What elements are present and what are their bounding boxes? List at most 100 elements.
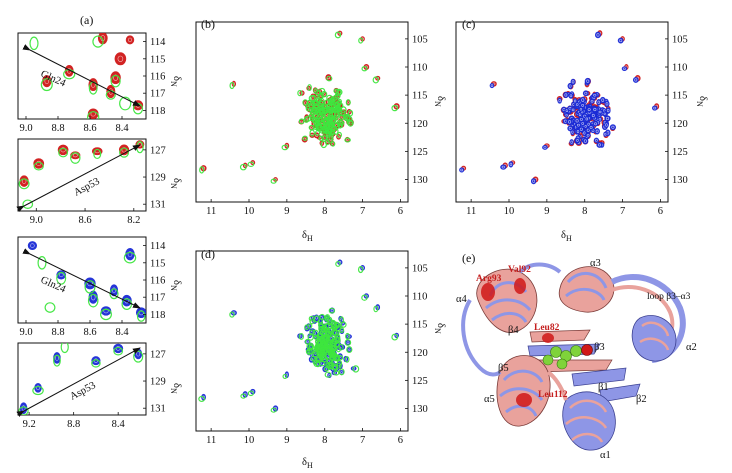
ribbon-loop-left: [461, 298, 502, 377]
peak-contour: [623, 67, 626, 70]
peak-green: [198, 395, 206, 403]
y-tick-label: 116: [150, 72, 165, 83]
peak-contour: [585, 117, 589, 121]
peak-green: [331, 363, 338, 371]
peak-green: [331, 338, 338, 345]
peak-contour: [564, 93, 568, 97]
label-arg93: Arg93: [476, 274, 502, 284]
panel-d-xlabel: δH: [302, 457, 313, 470]
peak-contour: [569, 94, 573, 98]
peak-contour: [605, 102, 609, 106]
label-val92: Val92: [508, 265, 531, 275]
panel-a2-spectrum: Asp53 9.0 8.6 8.2 127 129 131 δN: [16, 138, 182, 226]
peak-green: [317, 318, 323, 326]
peak-blue: [621, 66, 628, 72]
peak-green: [345, 99, 351, 106]
peak-blue: [582, 90, 589, 97]
peak-contour: [601, 98, 605, 102]
residue-highlights: [481, 278, 554, 407]
peak-contour: [593, 107, 597, 112]
peak-blue: [609, 124, 617, 131]
x-tick-label: 8.2: [127, 215, 140, 226]
panel-e-structure: Arg93 Val92 Leu82 Leu112 α4 α3 loop β3–α…: [456, 258, 697, 461]
peak-contour: [346, 341, 350, 344]
peak-blue: [591, 106, 598, 113]
peak-contour: [583, 131, 586, 135]
peak-contour: [605, 116, 610, 121]
y-tick-label: 125: [412, 376, 428, 387]
peak-contour: [581, 98, 585, 102]
panel-c-xlabel: δH: [561, 230, 572, 243]
y-tick-label: 131: [150, 404, 166, 415]
peak-green: [361, 294, 368, 301]
peak-blue: [588, 124, 594, 131]
peak-blue: [542, 144, 548, 150]
peak-contour: [565, 113, 568, 117]
ribbon-helix-a3: [558, 266, 615, 313]
peak-contour: [127, 37, 133, 43]
peak-blue: [568, 92, 574, 99]
peak-green: [324, 371, 332, 378]
y-tick-label: 127: [150, 349, 166, 360]
peak-contour: [575, 103, 579, 106]
peak-contour: [576, 139, 579, 142]
peak-blue: [557, 97, 562, 104]
peak-blue: [593, 137, 600, 143]
y-tick-label: 114: [150, 241, 166, 252]
peak-contour: [310, 126, 313, 130]
y-tick-label: 125: [672, 147, 688, 158]
peak-green: [391, 104, 399, 112]
peak-blue: [575, 128, 581, 135]
peak-blue: [570, 78, 576, 86]
peak-contour: [532, 179, 535, 183]
peak-contour: [568, 126, 572, 130]
peak-blue: [574, 101, 580, 108]
y-tick-label: 115: [412, 320, 427, 331]
peak-red: [125, 35, 135, 45]
peak-contour: [593, 93, 597, 97]
peak-contour: [590, 99, 594, 103]
peak-blue: [584, 77, 591, 85]
peak-blue: [135, 307, 146, 319]
peak-green: [358, 37, 364, 44]
y-tick-label: 115: [412, 91, 427, 102]
peak-contour: [365, 294, 368, 298]
peak-green: [338, 368, 345, 376]
peak-green: [240, 393, 247, 399]
peak-green: [270, 178, 277, 184]
peak-contour: [619, 39, 623, 43]
peak-green: [320, 90, 328, 98]
y-tick-label: 129: [150, 377, 166, 388]
y-tick-label: 118: [150, 310, 165, 321]
y-tick-label: 105: [672, 34, 688, 45]
peak-blue: [594, 128, 600, 135]
label-beta5: β5: [498, 363, 509, 374]
panel-a4-ylabel: δN: [169, 383, 182, 394]
peak-contour: [490, 84, 494, 87]
peak-blue: [34, 383, 42, 393]
x-tick-label: 8.8: [67, 419, 80, 430]
peak-green: [321, 339, 327, 346]
peak-blue: [125, 248, 135, 261]
peak-contour: [30, 243, 35, 248]
peak-contour: [330, 309, 334, 313]
y-tick-label: 117: [150, 89, 165, 100]
peak-contour: [571, 108, 575, 112]
peak-green: [247, 161, 255, 168]
y-tick-label: 110: [672, 63, 687, 74]
peak-blue: [508, 161, 514, 168]
peak-blue: [459, 167, 465, 173]
peak-blue: [590, 112, 597, 119]
label-alpha1: α1: [600, 450, 611, 461]
peak-contour: [606, 108, 610, 113]
peak-contour: [598, 110, 602, 114]
peak-blue: [604, 100, 610, 108]
peak-green: [297, 89, 303, 97]
peak-green: [335, 260, 341, 267]
peak-green: [343, 114, 351, 122]
peak-green: [334, 102, 340, 110]
peak-green: [87, 111, 100, 119]
label-beta4: β4: [508, 325, 519, 336]
peak-green: [307, 334, 314, 341]
peak-contour: [576, 123, 580, 127]
